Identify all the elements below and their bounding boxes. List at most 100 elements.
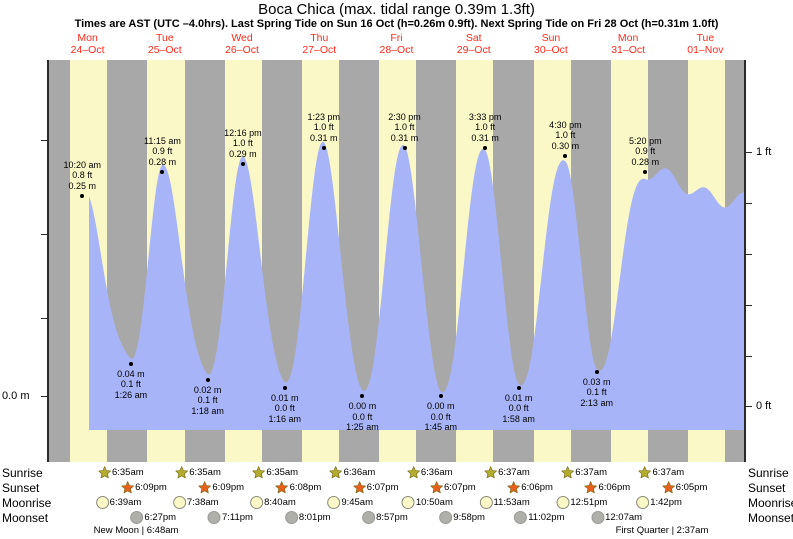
high-tide-label-3-line-1: 1.0 ft (313, 122, 334, 133)
high-tide-dot-0 (80, 193, 85, 198)
moonrise-cell-icon (250, 496, 264, 509)
sunset-cell-time: 6:06pm (521, 482, 553, 493)
day-header-8: Tue 01–Nov (667, 32, 744, 56)
day-header-dow: Tue (696, 32, 715, 44)
sunset-cell-icon (121, 481, 134, 494)
moonset-cell-time: 8:01pm (298, 512, 331, 523)
day-header-date: 28–Oct (379, 44, 414, 56)
sunset-cell-time: 6:07pm (444, 482, 476, 493)
sunrise-cell-time: 6:35am (189, 467, 221, 478)
moonrise-cell-1: 7:38am (172, 496, 219, 509)
low-tide-label-6-line-1: 0.1 ft (586, 387, 607, 398)
moonrise-cell-time: 10:50am (415, 497, 453, 508)
sunrise-cell-time: 6:35am (266, 467, 299, 478)
low-tide-label-5-line-0: 0.01 m (504, 392, 533, 403)
high-tide-label-2-line-1: 1.0 ft (232, 138, 253, 149)
sunrise-cell-icon (175, 466, 188, 479)
high-tide-label-6: 4:30 pm 1.0 ft 0.30 m (549, 120, 582, 152)
sunset-cell-time: 6:05pm (675, 482, 708, 493)
moonrise-cell-5: 11:53am (479, 496, 530, 509)
day-header-dow: Sun (541, 32, 561, 44)
moonset-cell-4: 9:58pm (439, 511, 485, 524)
high-tide-label-3-line-2: 0.31 m (309, 132, 338, 143)
sunrise-cell-time: 6:37am (575, 467, 607, 478)
sunset-cell-icon (507, 481, 521, 494)
day-header-dow: Fri (390, 32, 403, 44)
sunrise-cell-icon (407, 466, 420, 479)
sunrise-cell-time: 6:35am (111, 467, 144, 478)
sunrise-cell-icon (484, 466, 497, 479)
low-tide-dot-0 (128, 361, 133, 366)
sunrise-cell-6: 6:37am (561, 466, 607, 479)
moonset-cell-icon (362, 511, 376, 524)
sunrise-cell-4: 6:36am (407, 466, 453, 479)
sunset-cell-icon (198, 481, 212, 494)
sunset-cell-6: 6:06pm (584, 481, 630, 494)
high-tide-label-4-line-2: 0.31 m (390, 132, 419, 143)
day-header-date: 29–Oct (456, 44, 491, 56)
day-header-0: Mon 24–Oct (49, 32, 126, 56)
tide-curve (89, 141, 744, 462)
high-tide-label-0-line-0: 10:20 am (63, 159, 101, 170)
high-tide-label-4: 2:30 pm 1.0 ft 0.31 m (388, 112, 421, 144)
y-tick-left-3 (41, 396, 47, 397)
moonrise-cell-time: 9:45am (341, 497, 373, 508)
sunrise-cell-time: 6:37am (498, 467, 530, 478)
sunset-cell-1: 6:09pm (198, 481, 244, 494)
high-tide-label-4-line-1: 1.0 ft (394, 122, 415, 133)
moonrise-cell-icon (636, 496, 650, 509)
sunset-cell-4: 6:07pm (430, 481, 476, 494)
ribbon-daylight-4 (379, 430, 417, 462)
sunrise-cell-7: 6:37am (638, 466, 684, 479)
low-tide-label-2-line-1: 0.0 ft (274, 403, 295, 414)
sunset-cell-time: 6:06pm (598, 482, 631, 493)
sunrise-cell-5: 6:37am (484, 466, 530, 479)
day-header-5: Sat 29–Oct (435, 32, 512, 56)
low-tide-dot-4 (438, 394, 443, 398)
high-tide-label-5-line-2: 0.31 m (471, 132, 499, 143)
ribbon-daylight-7 (610, 430, 648, 462)
day-header-6: Sun 30–Oct (512, 32, 589, 56)
sunset-cell-time: 6:09pm (135, 482, 167, 493)
low-tide-dot-5 (516, 385, 521, 390)
day-header-date: 01–Nov (687, 44, 724, 56)
low-tide-label-0: 0.04 m 0.1 ft 1:26 am (115, 369, 148, 401)
day-header-7: Mon 31–Oct (590, 32, 667, 56)
sunset-cell-icon (661, 481, 675, 494)
low-tide-label-2-line-0: 0.01 m (270, 392, 299, 403)
day-header-dow: Tue (155, 32, 174, 44)
day-header-dow: Sat (465, 32, 482, 44)
high-tide-dot-5 (483, 145, 488, 150)
high-tide-label-1: 11:15 am 0.9 ft 0.28 m (144, 136, 181, 168)
moonrise-cell-time: 7:38am (186, 497, 219, 508)
moonset-cell-time: 7:11pm (221, 512, 253, 523)
day-header-date: 31–Oct (611, 44, 646, 56)
moonset-cell-icon (514, 511, 528, 524)
low-tide-label-5-line-1: 0.0 ft (508, 403, 529, 414)
high-tide-label-2: 12:16 pm 1.0 ft 0.29 m (224, 128, 262, 160)
high-tide-label-6-line-0: 4:30 pm (549, 119, 582, 130)
day-header-date: 25–Oct (147, 44, 182, 56)
sunrise-cell-3: 6:36am (329, 466, 375, 479)
y-axis-right-label-0: 1 ft (756, 146, 772, 158)
day-header-3: Thu 27–Oct (281, 32, 358, 56)
moonset-cell-time: 9:58pm (453, 512, 485, 523)
day-header-dow: Thu (310, 32, 329, 44)
y-axis-left (47, 60, 49, 462)
sunrise-cell-icon (329, 466, 343, 479)
low-tide-label-6-line-2: 2:13 am (580, 397, 613, 408)
day-header-date: 30–Oct (533, 44, 568, 56)
moonrise-cell-time: 1:42pm (650, 497, 682, 508)
low-tide-label-4: 0.00 m 0.0 ft 1:45 am (424, 401, 457, 433)
high-tide-label-1-line-1: 0.9 ft (152, 146, 173, 157)
high-tide-label-1-line-2: 0.28 m (148, 156, 177, 167)
ribbon-daylight-6 (533, 430, 571, 462)
moonset-cell-icon (284, 511, 298, 524)
y-tick-right-5 (746, 406, 752, 407)
high-tide-label-7-line-1: 0.9 ft (635, 146, 656, 157)
high-tide-label-6-line-1: 1.0 ft (555, 130, 576, 141)
low-tide-label-4-line-1: 0.0 ft (430, 411, 451, 422)
moonrise-cell-time: 8:40am (264, 497, 296, 508)
moon-phase-1: First Quarter | 2:37am (615, 525, 709, 536)
astro-row-label-right-moonrise: Moonrise (748, 496, 793, 510)
